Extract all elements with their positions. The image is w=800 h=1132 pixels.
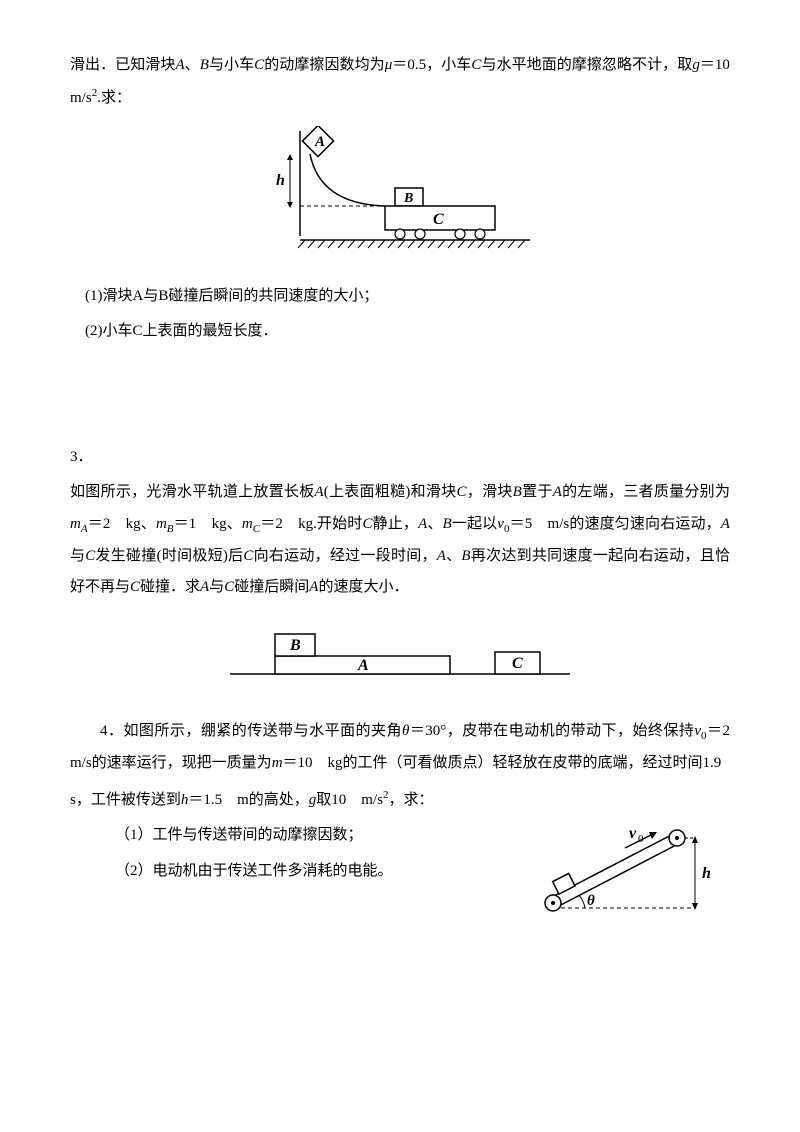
mu-value: 0.5 xyxy=(407,57,426,73)
label-C3: C xyxy=(512,655,523,672)
problem2-part1: (1)滑块A与B碰撞后瞬间的共同速度的大小； xyxy=(70,281,730,313)
label-A: A xyxy=(314,134,325,150)
problem3-text: 如图所示，光滑水平轨道上放置长板A(上表面粗糙)和滑块C，滑块B置于A的左端，三… xyxy=(70,477,730,604)
label-B: B xyxy=(403,191,413,206)
problem3-diagram: A B C xyxy=(70,624,730,697)
problem4-text: 4．如图所示，绷紧的传送带与水平面的夹角θ＝30°，皮带在电动机的带动下，始终保… xyxy=(70,716,730,780)
label-v0: v xyxy=(629,825,637,842)
label-C: C xyxy=(433,211,444,228)
problem4-section: 4．如图所示，绷紧的传送带与水平面的夹角θ＝30°，皮带在电动机的带动下，始终保… xyxy=(70,716,730,887)
label-theta: θ xyxy=(587,893,595,909)
label-A3: A xyxy=(357,657,369,674)
problem2-continuation: 滑出．已知滑块A、B与小车C的动摩擦因数均为μ＝0.5，小车C与水平地面的摩擦忽… xyxy=(70,50,730,114)
spacer xyxy=(70,352,730,442)
problem3-number: 3． xyxy=(70,442,730,474)
problem4-text-cont: s，工件被传送到h＝1.5 m的高处，g取10 m/s2，求： xyxy=(70,784,500,817)
label-h: h xyxy=(276,172,285,189)
problem4-diagram: v 0 h θ xyxy=(525,808,720,931)
problem4-part1: （1）工件与传送带间的动摩擦因数； xyxy=(70,820,500,852)
problem2-part2: (2)小车C上表面的最短长度． xyxy=(70,316,730,348)
problem2-diagram: A h B C xyxy=(70,126,730,269)
problem4-part2: （2）电动机由于传送工件多消耗的电能。 xyxy=(70,856,500,888)
label-h4: h xyxy=(702,865,711,882)
problem2-section: 滑出．已知滑块A、B与小车C的动摩擦因数均为μ＝0.5，小车C与水平地面的摩擦忽… xyxy=(70,50,730,348)
problem3-section: 3． 如图所示，光滑水平轨道上放置长板A(上表面粗糙)和滑块C，滑块B置于A的左… xyxy=(70,442,730,697)
label-v0-sub: 0 xyxy=(638,833,644,845)
label-B3: B xyxy=(289,637,301,654)
